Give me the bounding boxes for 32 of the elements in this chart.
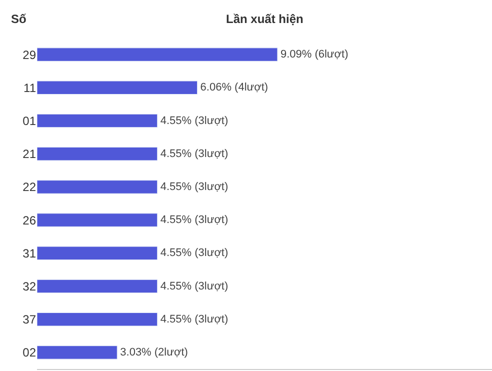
data-label: 4.55% (3lượt) [160, 148, 228, 160]
y-tick-label: 22 [22, 180, 36, 194]
bar [37, 114, 158, 128]
bar [37, 279, 158, 294]
bar [37, 80, 198, 95]
y-tick-label: 29 [22, 48, 36, 62]
data-label: 4.55% (3lượt) [160, 313, 228, 326]
bar [37, 346, 118, 360]
bar [37, 312, 158, 326]
bar [37, 213, 158, 227]
data-label: 4.55% (3lượt) [160, 114, 228, 127]
y-tick-label: 37 [22, 312, 36, 327]
y-tick-label: 11 [24, 80, 36, 95]
y-tick-label: 01 [22, 114, 36, 128]
data-label: 6.06% (4lượt) [200, 82, 268, 94]
data-label: 4.55% (3lượt) [160, 180, 228, 193]
bar [37, 48, 278, 62]
data-label: 3.03% (2lượt) [120, 346, 188, 358]
data-label: 4.55% (3lượt) [160, 214, 228, 226]
bar [37, 246, 158, 260]
x-axis-title: Lần xuất hiện [226, 12, 304, 26]
bar [37, 146, 158, 161]
data-label: 9.09% (6lượt) [280, 48, 348, 61]
y-tick-label: 31 [22, 246, 36, 260]
y-tick-label: 02 [22, 346, 36, 360]
data-label: 4.55% (3lượt) [160, 247, 228, 260]
y-tick-label: 32 [22, 279, 36, 294]
y-tick-label: 26 [22, 213, 36, 228]
data-label: 4.55% (3lượt) [160, 280, 228, 292]
y-axis-title: Số [11, 12, 26, 26]
y-tick-label: 21 [22, 147, 36, 162]
bar [37, 180, 158, 194]
